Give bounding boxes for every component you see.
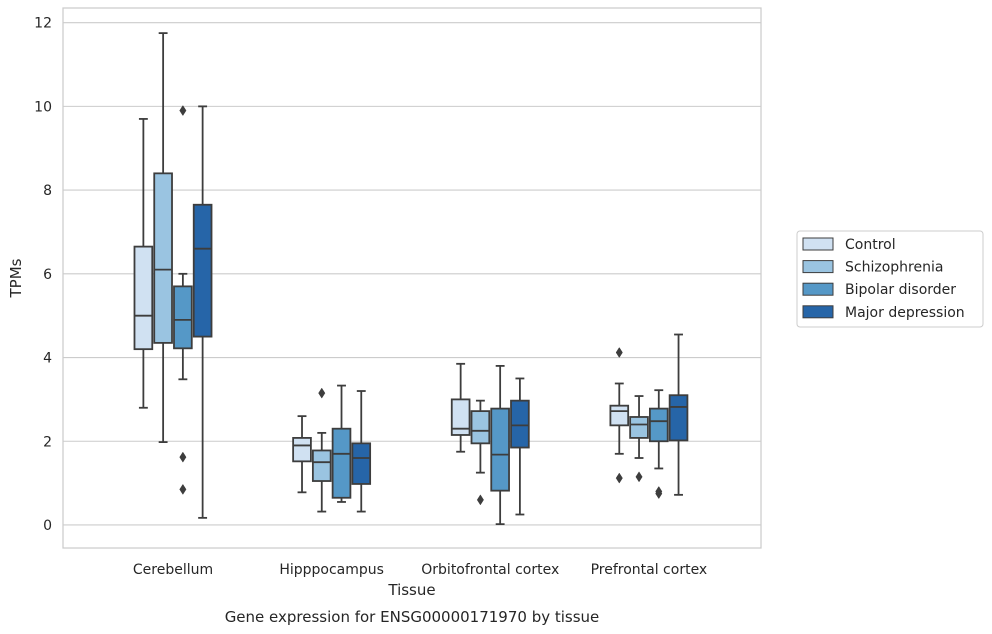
legend-item: Schizophrenia bbox=[802, 260, 943, 276]
outlier-point bbox=[635, 471, 643, 483]
series-bipolar-disorder bbox=[173, 105, 669, 526]
box-body bbox=[629, 416, 649, 439]
x-tick-labels: Cerebellum Hipppocampus Orbitofrontal cort… bbox=[133, 562, 707, 578]
outlier-point bbox=[476, 494, 484, 506]
y-axis-label: TPMs bbox=[7, 258, 25, 298]
legend-item: Major depression bbox=[802, 305, 965, 321]
legend-swatch bbox=[802, 282, 834, 296]
outlier-point bbox=[179, 105, 187, 117]
legend-frame bbox=[796, 230, 984, 328]
box-body bbox=[648, 407, 669, 443]
outlier-point bbox=[179, 483, 187, 495]
y-tick-label: 10 bbox=[34, 99, 52, 115]
plot-frame bbox=[62, 7, 762, 549]
box-body bbox=[609, 404, 630, 427]
y-tick-labels: 0 2 4 6 8 10 12 bbox=[34, 16, 52, 534]
box-body bbox=[450, 398, 471, 436]
y-tick-label: 6 bbox=[43, 267, 52, 283]
box bbox=[153, 32, 173, 443]
box-body bbox=[510, 399, 530, 449]
legend-label: Bipolar disorder bbox=[845, 282, 956, 298]
box bbox=[648, 389, 669, 500]
series-schizophrenia bbox=[153, 32, 649, 513]
box bbox=[292, 415, 312, 494]
x-tick-label: Hipppocampus bbox=[279, 562, 384, 578]
legend-swatch bbox=[802, 237, 834, 251]
x-tick-label: Cerebellum bbox=[133, 562, 213, 578]
box bbox=[311, 387, 332, 513]
box bbox=[331, 384, 352, 503]
y-tick-label: 12 bbox=[34, 16, 52, 32]
box bbox=[629, 395, 649, 483]
box-body bbox=[133, 245, 154, 351]
box-body bbox=[292, 437, 312, 463]
box bbox=[351, 390, 372, 513]
y-tick-label: 4 bbox=[43, 351, 52, 367]
box bbox=[133, 118, 154, 409]
legend-label: Major depression bbox=[845, 305, 965, 321]
box bbox=[668, 333, 689, 496]
legend-swatch bbox=[802, 260, 834, 274]
box-body bbox=[331, 427, 352, 499]
figure-caption: Gene expression for ENSG00000171970 by t… bbox=[225, 608, 600, 626]
outlier-point bbox=[655, 488, 663, 500]
series-major-depression bbox=[192, 105, 689, 519]
y-tick-label: 8 bbox=[43, 183, 52, 199]
legend-swatch bbox=[802, 305, 834, 319]
box-body bbox=[470, 410, 491, 445]
box bbox=[192, 105, 213, 519]
legend-label: Control bbox=[845, 237, 896, 253]
legend-items: Control Schizophrenia Bipolar disorder Majo… bbox=[802, 237, 965, 321]
x-axis-label: Tissue bbox=[387, 581, 435, 599]
outlier-point bbox=[318, 387, 326, 399]
box bbox=[510, 377, 530, 516]
box-body bbox=[173, 285, 193, 350]
box-body bbox=[668, 394, 689, 442]
x-tick-label: Prefrontal cortex bbox=[591, 562, 708, 578]
box bbox=[173, 105, 193, 495]
outlier-point bbox=[615, 472, 623, 484]
y-tick-label: 0 bbox=[43, 518, 52, 534]
box bbox=[609, 347, 630, 484]
plot-area bbox=[63, 8, 761, 548]
legend-item: Bipolar disorder bbox=[802, 282, 956, 298]
y-tick-label: 2 bbox=[43, 434, 52, 450]
legend-item: Control bbox=[802, 237, 896, 253]
series-control bbox=[133, 118, 630, 494]
box-body bbox=[351, 442, 372, 485]
box-body bbox=[192, 203, 213, 338]
outlier-point bbox=[615, 347, 623, 358]
box-body bbox=[311, 449, 332, 482]
box bbox=[470, 399, 491, 506]
box-body bbox=[153, 172, 173, 344]
legend-label: Schizophrenia bbox=[845, 260, 943, 276]
box bbox=[490, 365, 510, 526]
box-series bbox=[133, 32, 689, 526]
box bbox=[450, 362, 471, 453]
x-tick-label: Orbitofrontal cortex bbox=[421, 562, 559, 578]
box-body bbox=[490, 407, 510, 492]
legend: Control Schizophrenia Bipolar disorder Majo… bbox=[796, 230, 984, 328]
outlier-point bbox=[179, 451, 187, 463]
